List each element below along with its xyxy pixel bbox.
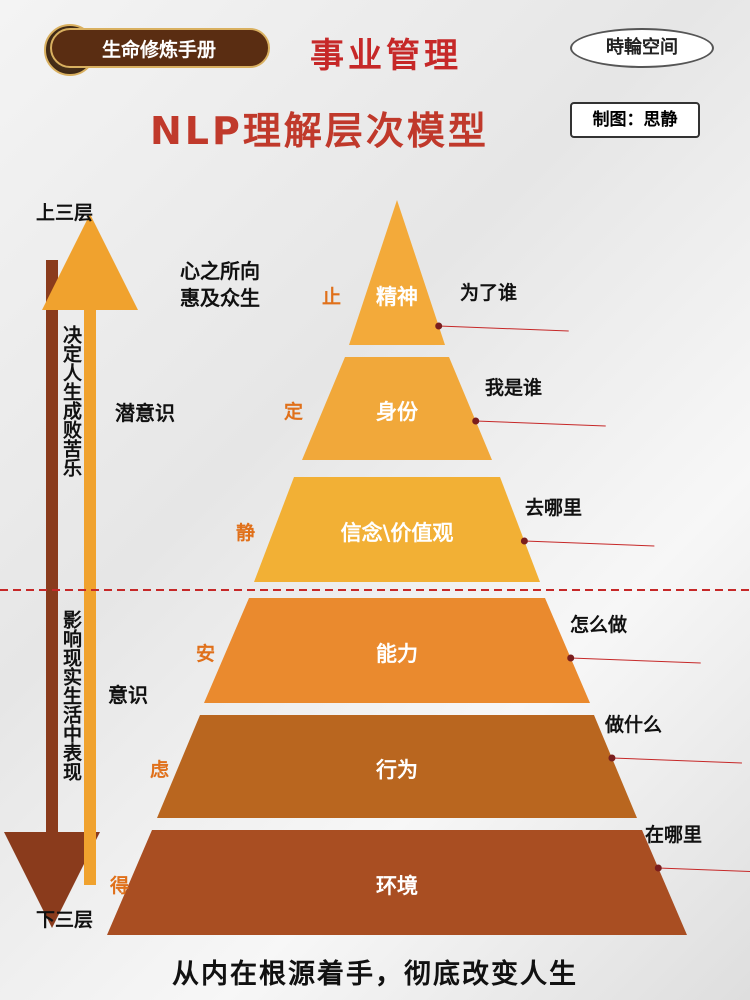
layer-name: 能力 (376, 641, 418, 666)
pyramid-layer (349, 200, 445, 345)
top-label: 上三层 (36, 202, 94, 224)
pointer-line (475, 420, 606, 427)
pointer-dot (435, 322, 443, 330)
layer-question: 做什么 (605, 714, 663, 736)
layer-name: 身份 (376, 399, 418, 424)
main-title: NLP理解层次模型 (150, 109, 489, 153)
upper-effect: 决定人生成败苦乐 (60, 325, 82, 477)
pyramid-layer (254, 477, 540, 582)
note: 心之所向 惠及众生 (180, 258, 260, 312)
layer-side: 定 (284, 400, 304, 423)
layer-name: 精神 (376, 285, 418, 310)
pointer-line (524, 540, 655, 547)
pointer-dot (520, 537, 528, 545)
layer-question: 去哪里 (525, 497, 583, 519)
layer-side: 得 (110, 874, 130, 897)
layer-question: 我是谁 (485, 377, 543, 399)
pyramid-layer (204, 598, 590, 703)
layer-name: 环境 (376, 873, 418, 898)
pyramid-layer (107, 830, 687, 935)
pointer-line (438, 325, 569, 332)
layer-side: 止 (322, 286, 342, 309)
layer-name: 行为 (376, 757, 418, 782)
note: 意识 (108, 683, 148, 707)
badge: 生命修炼手册 (50, 28, 270, 68)
layer-name: 信念\价值观 (340, 520, 454, 545)
layer-side: 虑 (150, 758, 170, 781)
layer-question: 怎么做 (570, 614, 628, 636)
credit: 制图：思静 (570, 102, 700, 138)
footer: 从内在根源着手，彻底改变人生 (172, 959, 578, 990)
brand: 時輪空间 (570, 28, 714, 68)
pyramid-layer (302, 357, 492, 460)
pointer-line (658, 867, 750, 873)
note: 潜意识 (115, 401, 175, 425)
pointer-line (570, 657, 701, 664)
layer-question: 在哪里 (645, 824, 703, 846)
pointer-dot (472, 417, 480, 425)
pointer-dot (608, 754, 616, 762)
note-line: 心之所向 (180, 259, 260, 283)
lower-effect: 影响现实生活中表现 (60, 610, 82, 781)
pointer-dot (654, 864, 662, 872)
layer-question: 为了谁 (460, 282, 518, 304)
layer-side: 静 (236, 521, 256, 544)
header-title: 事业管理 (310, 36, 462, 76)
pointer-dot (567, 654, 575, 662)
note-line: 惠及众生 (180, 286, 260, 310)
pointer-line (611, 757, 742, 764)
bottom-label: 下三层 (36, 909, 94, 931)
layer-side: 安 (196, 642, 216, 665)
pyramid-layer (157, 715, 637, 818)
